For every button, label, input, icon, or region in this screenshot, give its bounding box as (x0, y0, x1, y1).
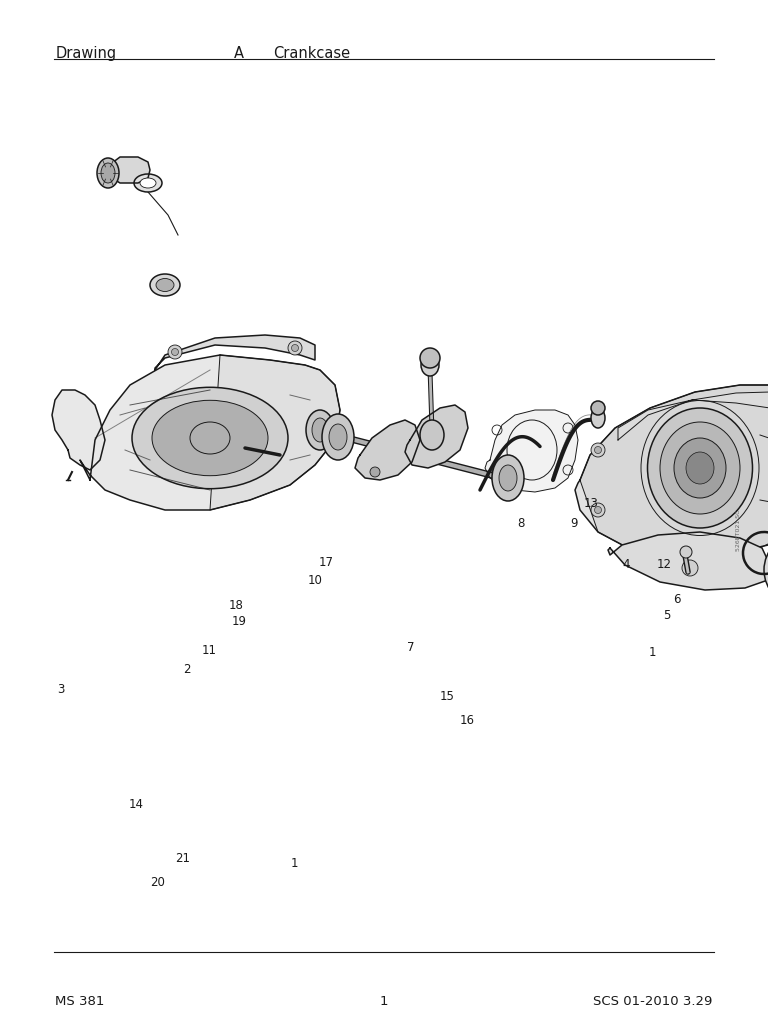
Text: 6: 6 (674, 593, 681, 605)
Text: 9: 9 (571, 517, 578, 529)
Text: Drawing: Drawing (55, 46, 117, 61)
Polygon shape (80, 355, 340, 510)
Text: MS 381: MS 381 (55, 995, 104, 1009)
Ellipse shape (150, 274, 180, 296)
Text: 18: 18 (229, 599, 243, 611)
Text: 10: 10 (307, 574, 322, 587)
Text: 8: 8 (517, 517, 525, 529)
Text: 1: 1 (649, 646, 657, 658)
Polygon shape (52, 390, 105, 470)
Text: 20: 20 (150, 877, 164, 889)
Ellipse shape (306, 410, 334, 450)
Text: 5: 5 (663, 609, 670, 622)
Circle shape (680, 546, 692, 558)
Circle shape (168, 345, 182, 359)
Text: A: A (234, 46, 244, 61)
Ellipse shape (322, 414, 354, 460)
Polygon shape (405, 406, 468, 468)
Polygon shape (608, 532, 768, 590)
Text: 16: 16 (459, 715, 475, 727)
Text: 15: 15 (439, 690, 454, 702)
Text: 21: 21 (175, 852, 190, 864)
Text: 1: 1 (290, 857, 298, 869)
Polygon shape (618, 392, 768, 440)
Ellipse shape (686, 452, 714, 484)
Circle shape (292, 344, 299, 351)
Polygon shape (108, 157, 150, 183)
Ellipse shape (674, 438, 726, 498)
Circle shape (591, 401, 605, 415)
Ellipse shape (492, 455, 524, 501)
Ellipse shape (764, 534, 768, 606)
Circle shape (591, 443, 605, 457)
Ellipse shape (312, 418, 328, 442)
Text: Crankcase: Crankcase (273, 46, 349, 61)
Text: 11: 11 (202, 644, 217, 656)
Text: 13: 13 (584, 498, 598, 510)
Polygon shape (210, 355, 340, 510)
Ellipse shape (421, 354, 439, 376)
Circle shape (682, 560, 698, 575)
Text: 1: 1 (379, 995, 389, 1009)
Polygon shape (485, 410, 578, 492)
Circle shape (591, 503, 605, 517)
Circle shape (594, 507, 601, 513)
Ellipse shape (156, 279, 174, 292)
Ellipse shape (660, 422, 740, 514)
Ellipse shape (152, 400, 268, 476)
Polygon shape (575, 385, 768, 555)
Text: 14: 14 (129, 799, 144, 811)
Text: 19: 19 (232, 615, 247, 628)
Ellipse shape (591, 408, 605, 428)
Circle shape (370, 467, 380, 477)
Polygon shape (580, 385, 768, 555)
Text: 2: 2 (183, 664, 190, 676)
Ellipse shape (329, 424, 347, 450)
Polygon shape (155, 335, 315, 370)
Ellipse shape (97, 158, 119, 188)
Polygon shape (355, 420, 420, 480)
Text: 12: 12 (657, 558, 672, 570)
Circle shape (171, 348, 178, 355)
Text: 7: 7 (407, 641, 415, 653)
Circle shape (420, 348, 440, 368)
Ellipse shape (420, 420, 444, 450)
Circle shape (594, 446, 601, 454)
Ellipse shape (647, 408, 753, 528)
Ellipse shape (101, 163, 115, 183)
Text: 4: 4 (622, 558, 630, 570)
Text: 17: 17 (319, 556, 334, 568)
Text: SCS 01-2010 3.29: SCS 01-2010 3.29 (594, 995, 713, 1009)
Ellipse shape (132, 387, 288, 488)
Ellipse shape (140, 178, 156, 188)
Text: 526ET021 SC: 526ET021 SC (736, 509, 740, 551)
Text: 3: 3 (57, 683, 65, 695)
Ellipse shape (134, 174, 162, 193)
Ellipse shape (499, 465, 517, 490)
Circle shape (288, 341, 302, 355)
